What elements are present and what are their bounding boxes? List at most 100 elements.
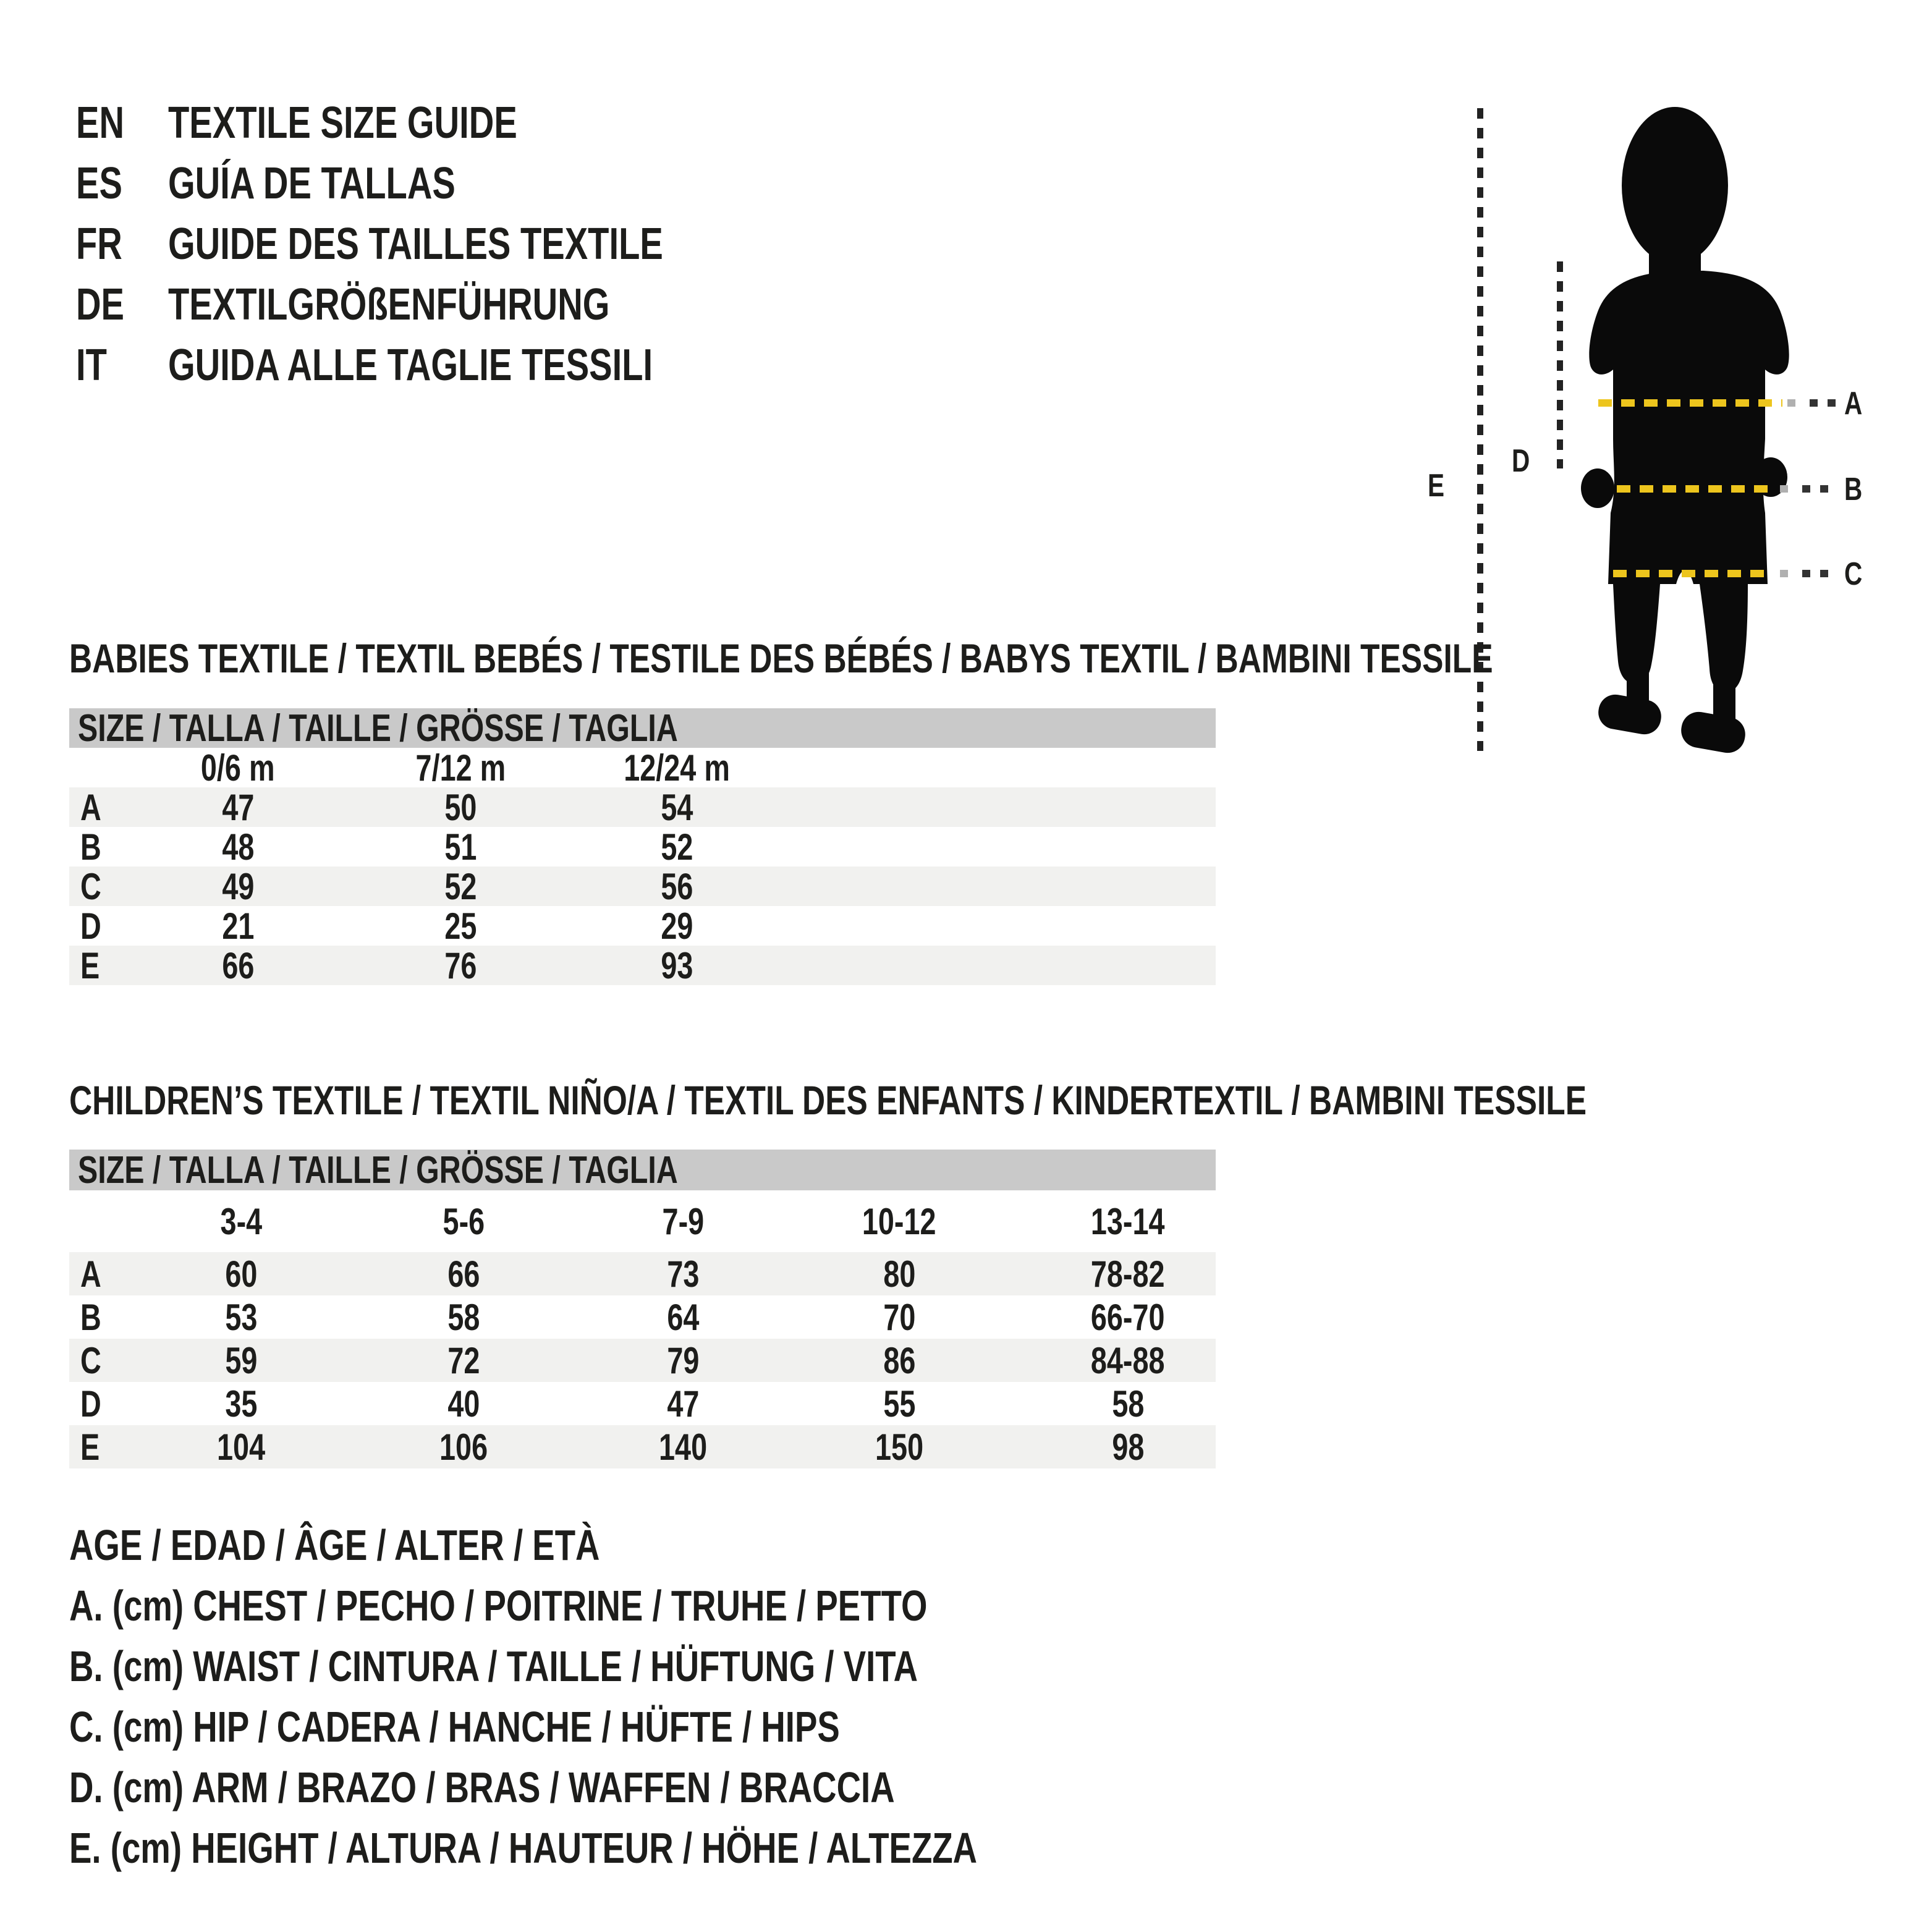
label-b: B — [1844, 471, 1862, 507]
row-label: D — [80, 1383, 101, 1425]
table-row: B 53 58 64 70 66-70 — [69, 1295, 1216, 1339]
language-title: GUIDE DES TAILLES TEXTILE — [168, 219, 663, 269]
table-cell: 35 — [224, 1383, 258, 1425]
measurement-figure: A B C D E — [1409, 93, 1932, 773]
label-a: A — [1844, 385, 1862, 421]
table-cell: 58 — [1111, 1383, 1145, 1425]
table-cell: 93 — [660, 944, 693, 986]
legend-chest: A. (cm) CHEST / PECHO / POITRINE / TRUHE… — [69, 1582, 928, 1630]
language-code: EN — [76, 98, 125, 148]
legend-height: E. (cm) HEIGHT / ALTURA / HAUTEUR / HÖHE… — [69, 1824, 978, 1872]
table-cell: 60 — [224, 1253, 258, 1295]
column-header: 10-12 — [862, 1200, 936, 1242]
table-cell: 66-70 — [1091, 1296, 1165, 1338]
table-cell: 98 — [1111, 1426, 1145, 1468]
column-header: 7-9 — [662, 1200, 704, 1242]
table-cell: 55 — [883, 1383, 916, 1425]
legend-age: AGE / EDAD / ÂGE / ALTER / ETÀ — [69, 1521, 600, 1569]
table-cell: 59 — [224, 1339, 258, 1381]
table-cell: 29 — [660, 905, 693, 947]
table-cell: 84-88 — [1091, 1339, 1165, 1381]
table-cell: 48 — [221, 826, 255, 868]
column-header: 7/12 m — [415, 747, 506, 789]
row-label: E — [80, 1426, 100, 1468]
table-cell: 21 — [221, 905, 255, 947]
table-cell: 64 — [666, 1296, 700, 1338]
legend-hip: C. (cm) HIP / CADERA / HANCHE / HÜFTE / … — [69, 1703, 840, 1751]
language-code: ES — [76, 159, 122, 208]
babies-column-header-row: 0/6 m 7/12 m 12/24 m — [69, 747, 1216, 789]
children-table: SIZE / TALLA / TAILLE / GRÖSSE / TAGLIA … — [69, 1149, 1216, 1468]
table-cell: 50 — [444, 786, 477, 828]
language-row-de: DE TEXTILGRÖßENFÜHRUNG — [0, 274, 1112, 335]
table-row: C 49 52 56 — [69, 865, 1216, 907]
column-header: 3-4 — [220, 1200, 262, 1242]
language-title: TEXTILGRÖßENFÜHRUNG — [168, 280, 610, 329]
table-row: D 35 40 47 55 58 — [69, 1382, 1216, 1425]
column-header: 12/24 m — [624, 747, 730, 789]
table-cell: 25 — [444, 905, 477, 947]
row-label: C — [80, 865, 101, 907]
table-cell: 58 — [447, 1296, 480, 1338]
table-row: E 66 76 93 — [69, 944, 1216, 986]
children-size-header-bar: SIZE / TALLA / TAILLE / GRÖSSE / TAGLIA — [69, 1149, 1216, 1192]
babies-section-heading: BABIES TEXTILE / TEXTIL BEBÉS / TESTILE … — [69, 635, 1493, 681]
child-silhouette — [1581, 107, 1789, 753]
table-row: A 60 66 73 80 78-82 — [69, 1252, 1216, 1295]
table-cell: 66 — [221, 944, 255, 986]
table-cell: 80 — [883, 1253, 916, 1295]
table-cell: 73 — [666, 1253, 700, 1295]
table-row: C 59 72 79 86 84-88 — [69, 1339, 1216, 1382]
language-row-es: ES GUÍA DE TALLAS — [0, 153, 1112, 214]
table-cell: 76 — [444, 944, 477, 986]
table-cell: 56 — [660, 865, 693, 907]
row-label: D — [80, 905, 101, 947]
language-row-fr: FR GUIDE DES TAILLES TEXTILE — [0, 214, 1112, 274]
column-header: 0/6 m — [201, 747, 275, 789]
table-cell: 52 — [660, 826, 693, 868]
table-cell: 47 — [221, 786, 255, 828]
children-section-heading: CHILDREN’S TEXTILE / TEXTIL NIÑO/A / TEX… — [69, 1077, 1587, 1123]
babies-table: SIZE / TALLA / TAILLE / GRÖSSE / TAGLIA … — [69, 707, 1216, 986]
label-e: E — [1428, 467, 1444, 503]
table-row: E 104 106 140 150 98 — [69, 1425, 1216, 1468]
legend-waist: B. (cm) WAIST / CINTURA / TAILLE / HÜFTU… — [69, 1642, 918, 1690]
table-cell: 53 — [224, 1296, 258, 1338]
table-cell: 66 — [447, 1253, 480, 1295]
language-row-en: EN TEXTILE SIZE GUIDE — [0, 93, 1112, 153]
language-row-it: IT GUIDA ALLE TAGLIE TESSILI — [0, 335, 1112, 396]
table-cell: 140 — [658, 1426, 708, 1468]
label-d: D — [1512, 443, 1530, 478]
table-cell: 52 — [444, 865, 477, 907]
row-label: A — [80, 786, 101, 828]
table-cell: 70 — [883, 1296, 916, 1338]
babies-size-header-bar: SIZE / TALLA / TAILLE / GRÖSSE / TAGLIA — [69, 707, 1216, 750]
language-code: DE — [76, 280, 125, 329]
language-title: TEXTILE SIZE GUIDE — [168, 98, 517, 148]
column-header: 13-14 — [1091, 1200, 1165, 1242]
row-label: A — [80, 1253, 101, 1295]
table-cell: 47 — [666, 1383, 700, 1425]
table-cell: 104 — [216, 1426, 266, 1468]
table-cell: 78-82 — [1091, 1253, 1165, 1295]
legend-arm: D. (cm) ARM / BRAZO / BRAS / WAFFEN / BR… — [69, 1763, 895, 1811]
language-title: GUÍA DE TALLAS — [168, 159, 455, 208]
table-cell: 79 — [666, 1339, 700, 1381]
language-title: GUIDA ALLE TAGLIE TESSILI — [168, 341, 653, 390]
table-cell: 54 — [660, 786, 693, 828]
child-silhouette-diagram: A B C D E — [1428, 107, 1862, 753]
table-cell: 72 — [447, 1339, 480, 1381]
table-row: D 21 25 29 — [69, 905, 1216, 947]
language-code: IT — [76, 341, 107, 390]
table-cell: 40 — [447, 1383, 480, 1425]
row-label: B — [80, 1296, 101, 1338]
column-header: 5-6 — [443, 1200, 485, 1242]
language-code: FR — [76, 219, 122, 269]
children-column-header-row: 3-4 5-6 7-9 10-12 13-14 — [69, 1190, 1216, 1252]
table-cell: 49 — [221, 865, 255, 907]
row-label: C — [80, 1339, 101, 1381]
table-cell: 150 — [875, 1426, 924, 1468]
row-label: B — [80, 826, 101, 868]
table-row: B 48 51 52 — [69, 826, 1216, 868]
